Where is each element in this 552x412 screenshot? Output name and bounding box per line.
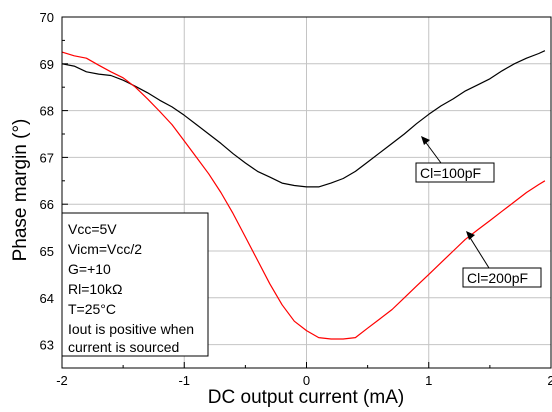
condition-load: Rl=10kΩ xyxy=(68,281,122,297)
annotation-cl100: Cl=100pF xyxy=(415,136,495,183)
annotation-cl200-arrow-line xyxy=(468,235,490,269)
annotation-cl200-arrow-head xyxy=(466,231,475,240)
condition-vicm: Vicm=Vcc/2 xyxy=(68,241,142,257)
y-tick-label: 68 xyxy=(40,104,54,119)
grid-lines xyxy=(62,17,551,368)
series-line-cl100pf xyxy=(61,50,546,188)
x-axis-title: DC output current (mA) xyxy=(208,387,404,408)
annotation-cl100-arrow-head xyxy=(421,136,430,145)
y-tick-label: 66 xyxy=(40,197,54,212)
y-tick-labels: 63 64 65 66 67 68 69 70 xyxy=(40,10,54,353)
x-tick-label: -2 xyxy=(56,373,68,388)
annotation-cl100-box xyxy=(415,162,495,183)
annotation-cl200-label: Cl=200pF xyxy=(467,270,528,286)
y-tick-label: 64 xyxy=(40,291,54,306)
conditions-box-frame xyxy=(61,212,209,357)
annotation-cl200: Cl=200pF xyxy=(462,231,542,288)
condition-gain: G=+10 xyxy=(68,261,111,277)
x-tick-label: 0 xyxy=(303,373,310,388)
annotation-cl100-arrow-line xyxy=(423,139,442,164)
x-tick-label: 2 xyxy=(547,373,552,388)
y-axis-title: Phase margin (°) xyxy=(10,119,31,262)
x-tick-label: -1 xyxy=(178,373,190,388)
y-tick-label: 69 xyxy=(40,57,54,72)
conditions-box: Vcc=5V Vicm=Vcc/2 G=+10 Rl=10kΩ T=25°C I… xyxy=(61,212,209,357)
condition-iout-2: current is sourced xyxy=(68,339,179,355)
x-tick-label: 1 xyxy=(425,373,432,388)
x-tick-labels: -2 -1 0 1 2 xyxy=(56,373,552,388)
annotation-cl100-label: Cl=100pF xyxy=(420,165,481,181)
condition-temp: T=25°C xyxy=(68,301,116,317)
y-tick-label: 70 xyxy=(40,10,54,25)
y-tick-label: 65 xyxy=(40,244,54,259)
y-tick-label: 67 xyxy=(40,150,54,165)
annotation-cl200-box xyxy=(462,267,542,288)
condition-vcc: Vcc=5V xyxy=(68,221,117,237)
y-tick-label: 63 xyxy=(40,338,54,353)
condition-iout-1: Iout is positive when xyxy=(68,321,194,337)
